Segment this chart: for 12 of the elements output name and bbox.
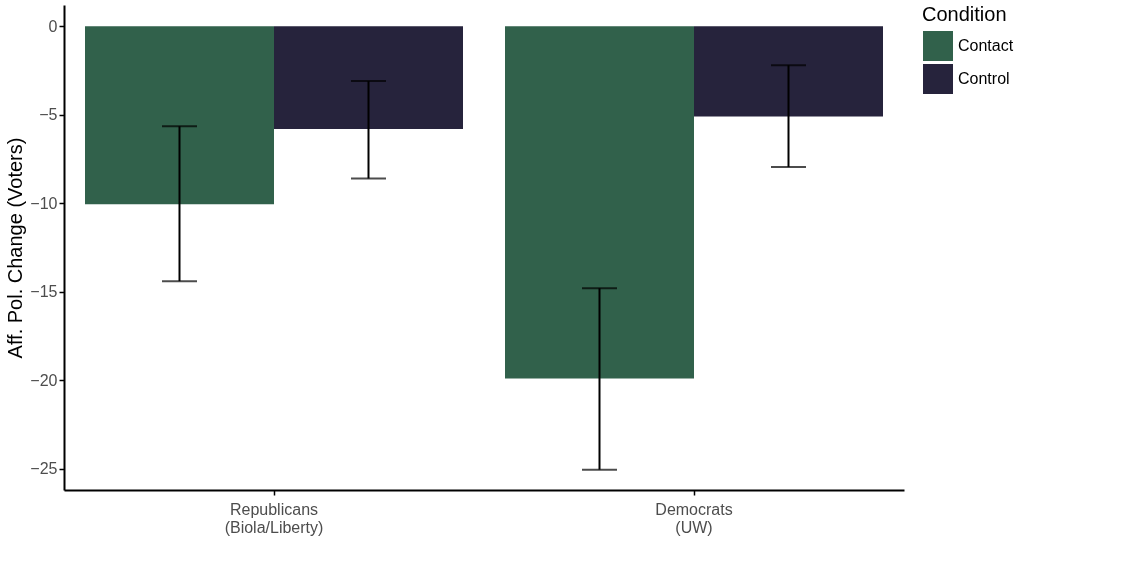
x-tick-label: Republicans (Biola/Liberty) [224, 500, 324, 536]
x-tick-label: Democrats (UW) [655, 500, 733, 536]
y-tick-label: −10 [30, 194, 58, 212]
y-axis-title: Aff. Pol. Change (Voters) [4, 137, 27, 359]
legend-label: Contact [958, 37, 1014, 54]
y-tick-label: 0 [48, 17, 58, 35]
y-tick-label: −15 [30, 283, 58, 301]
y-tick-label: −5 [39, 106, 58, 124]
y-tick-label: −25 [30, 460, 58, 478]
legend-title: Condition [922, 3, 1007, 25]
legend-label: Control [958, 70, 1010, 87]
y-tick-label: −20 [30, 371, 58, 389]
